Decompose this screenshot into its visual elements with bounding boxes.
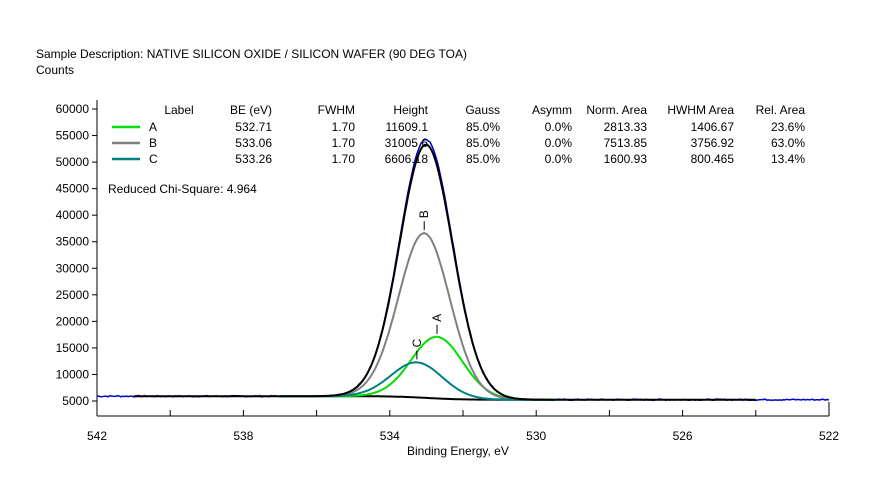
y-tick-label: 10000: [56, 367, 90, 381]
table-cell-label: A: [149, 120, 157, 134]
table-cell-be: 533.26: [235, 152, 272, 166]
table-cell-rel_area: 63.0%: [771, 136, 805, 150]
x-tick-label: 538: [233, 429, 253, 443]
table-header: Rel. Area: [756, 103, 806, 117]
table-header: Height: [393, 103, 428, 117]
x-tick-label: 542: [87, 429, 107, 443]
table-cell-norm_area: 1600.93: [604, 152, 648, 166]
chi-square-label: Reduced Chi-Square: 4.964: [108, 182, 257, 196]
x-tick-label: 526: [673, 429, 693, 443]
peak-label-a: A: [430, 314, 444, 322]
table-cell-hwhm_area: 800.465: [691, 152, 735, 166]
table-cell-be: 532.71: [235, 120, 272, 134]
table-cell-rel_area: 23.6%: [771, 120, 805, 134]
y-tick-label: 55000: [56, 129, 90, 143]
y-tick-label: 30000: [56, 261, 90, 275]
table-cell-asymm: 0.0%: [545, 152, 573, 166]
peak-label-b: B: [417, 210, 431, 218]
table-header: Asymm: [532, 103, 572, 117]
component-c-curve: [280, 361, 555, 401]
envelope-curve: [280, 143, 555, 401]
table-cell-be: 533.06: [235, 136, 272, 150]
table-cell-gauss: 85.0%: [466, 136, 500, 150]
peak-label-c: C: [410, 338, 424, 347]
y-axis-label: Counts: [36, 63, 75, 77]
table-cell-asymm: 0.0%: [545, 120, 573, 134]
table-header: FWHM: [318, 103, 355, 117]
table-cell-norm_area: 2813.33: [604, 120, 648, 134]
table-cell-hwhm_area: 1406.67: [691, 120, 735, 134]
y-tick-label: 50000: [56, 155, 90, 169]
table-cell-gauss: 85.0%: [466, 152, 500, 166]
x-tick-label: 522: [819, 429, 839, 443]
x-axis-label: Binding Energy, eV: [407, 444, 509, 458]
x-tick-label: 530: [526, 429, 546, 443]
y-tick-label: 40000: [56, 208, 90, 222]
table-cell-hwhm_area: 3756.92: [691, 136, 735, 150]
background-line: [133, 395, 756, 401]
table-header: BE (eV): [230, 103, 272, 117]
table-cell-asymm: 0.0%: [545, 136, 573, 150]
component-b-curve: [280, 232, 555, 401]
table-cell-label: C: [149, 152, 158, 166]
y-tick-label: 5000: [62, 394, 89, 408]
table-cell-fwhm: 1.70: [332, 120, 356, 134]
x-tick-label: 534: [380, 429, 400, 443]
table-cell-norm_area: 7513.85: [604, 136, 648, 150]
y-tick-label: 20000: [56, 314, 90, 328]
table-cell-rel_area: 13.4%: [771, 152, 805, 166]
table-cell-fwhm: 1.70: [332, 136, 356, 150]
y-tick-label: 25000: [56, 288, 90, 302]
sample-description: Sample Description: NATIVE SILICON OXIDE…: [36, 47, 467, 61]
table-cell-gauss: 85.0%: [466, 120, 500, 134]
table-cell-label: B: [149, 136, 157, 150]
table-header: Label: [164, 103, 193, 117]
y-tick-label: 15000: [56, 341, 90, 355]
y-tick-label: 45000: [56, 182, 90, 196]
y-tick-label: 60000: [56, 102, 90, 116]
table-cell-height: 11609.1: [386, 120, 429, 134]
table-cell-height: 6606.18: [385, 152, 429, 166]
table-cell-fwhm: 1.70: [332, 152, 356, 166]
table-cell-height: 31005.6: [385, 136, 429, 150]
y-tick-label: 35000: [56, 235, 90, 249]
table-header: HWHM Area: [667, 103, 734, 117]
table-header: Norm. Area: [586, 103, 647, 117]
table-header: Gauss: [465, 103, 500, 117]
